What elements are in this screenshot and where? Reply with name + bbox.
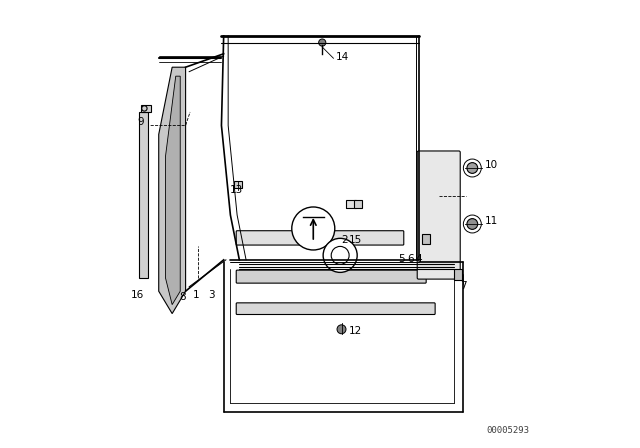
Bar [354, 200, 362, 208]
Bar [454, 269, 461, 280]
Text: 16: 16 [131, 290, 144, 300]
FancyBboxPatch shape [236, 270, 426, 283]
Text: 8: 8 [179, 292, 186, 302]
Text: 7: 7 [460, 281, 467, 291]
Bar [346, 200, 356, 208]
Bar [422, 234, 430, 244]
Circle shape [467, 163, 477, 173]
Text: 5: 5 [399, 254, 405, 264]
Text: 13: 13 [230, 185, 243, 194]
Circle shape [337, 325, 346, 334]
Text: 2: 2 [341, 235, 348, 245]
FancyBboxPatch shape [417, 151, 460, 279]
Text: 12: 12 [349, 326, 362, 336]
Text: 11: 11 [484, 216, 498, 226]
Polygon shape [139, 112, 148, 278]
Bar [141, 105, 150, 112]
Text: 9: 9 [138, 117, 145, 127]
Text: 4: 4 [415, 254, 422, 264]
Circle shape [323, 238, 357, 272]
Bar [234, 181, 242, 188]
Circle shape [319, 39, 326, 46]
Text: 3: 3 [208, 290, 215, 300]
Polygon shape [159, 67, 186, 314]
Circle shape [292, 207, 335, 250]
Text: 1: 1 [193, 290, 200, 300]
Circle shape [467, 219, 477, 229]
Text: 6: 6 [408, 254, 414, 264]
Text: 10: 10 [484, 160, 497, 170]
Text: 15: 15 [349, 235, 362, 245]
Text: 00005293: 00005293 [486, 426, 530, 435]
Text: 14: 14 [336, 52, 349, 62]
Polygon shape [165, 76, 180, 305]
FancyBboxPatch shape [236, 231, 404, 245]
FancyBboxPatch shape [236, 303, 435, 314]
